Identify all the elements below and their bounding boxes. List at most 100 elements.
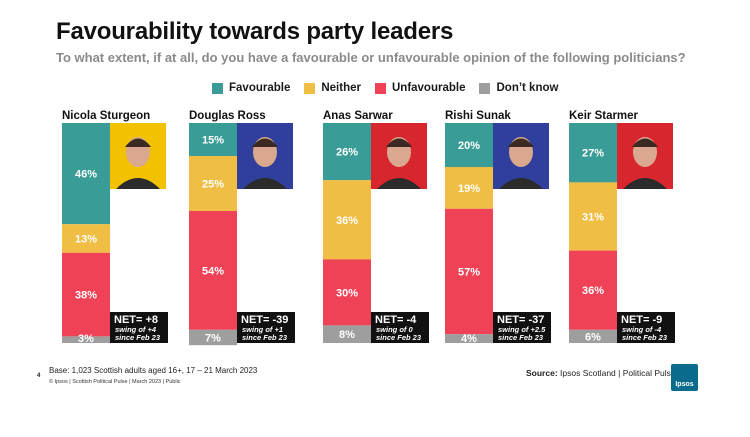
net-swing-keir-starmer: swing of -4 [622,325,662,334]
bar-nicola-sturgeon-neither [62,224,110,253]
portrait-keir-starmer [617,123,673,189]
net-swing-nicola-sturgeon: swing of +4 [115,325,157,334]
net-swing-douglas-ross: swing of +1 [242,325,283,334]
chart-legend: Favourable Neither Unfavourable Don’t kn… [212,80,572,96]
leader-name-nicola-sturgeon: Nicola Sturgeon [62,110,150,122]
value-label-anas-sarwar-favourable: 26% [336,147,358,159]
portrait-shoulders-anas-sarwar [377,178,421,189]
bar-rishi-sunak-neither [445,167,493,209]
portrait-hair-rishi-sunak [508,138,534,147]
portrait-hair-anas-sarwar [386,138,412,147]
copyright-note: © Ipsos | Scottish Political Pulse | Mar… [49,379,181,385]
value-label-anas-sarwar-don-t-know: 8% [339,329,355,341]
value-label-keir-starmer-unfavourable: 36% [582,285,604,297]
net-since-douglas-ross: since Feb 23 [242,333,288,342]
value-label-rishi-sunak-favourable: 20% [458,140,480,152]
net-value-douglas-ross: NET= -39 [241,314,288,326]
bar-douglas-ross-favourable [189,123,237,156]
portrait-shoulders-douglas-ross [243,178,287,189]
net-box-rishi-sunak [493,312,551,343]
net-box-douglas-ross [237,312,295,343]
legend-item-neither: Neither [304,82,361,94]
value-label-douglas-ross-favourable: 15% [202,135,224,147]
chart-title: Favourability towards party leaders [56,18,454,45]
bar-keir-starmer-neither [569,182,617,251]
bar-keir-starmer-don-t-know [569,329,617,343]
value-label-anas-sarwar-unfavourable: 30% [336,287,358,299]
value-label-nicola-sturgeon-don-t-know: 3% [78,333,94,345]
bar-keir-starmer-unfavourable [569,250,617,330]
leader-name-douglas-ross: Douglas Ross [189,110,266,122]
value-label-nicola-sturgeon-favourable: 46% [75,169,97,181]
source-note: Source: Ipsos Scotland | Political Pulse [526,368,676,378]
legend-swatch-neither [304,82,316,94]
chart-subtitle: To what extent, if at all, do you have a… [56,50,686,65]
bar-douglas-ross-unfavourable [189,211,237,330]
legend-swatch-dont-know [479,82,491,94]
bar-douglas-ross-neither [189,156,237,211]
legend-label-neither: Neither [321,82,361,94]
source-text: Ipsos Scotland | Political Pulse [557,368,676,378]
bar-nicola-sturgeon-favourable [62,123,110,225]
legend-label-unfavourable: Unfavourable [391,82,466,94]
bar-rishi-sunak-favourable [445,123,493,167]
net-box-keir-starmer [617,312,675,343]
portrait-douglas-ross [237,123,293,189]
bar-anas-sarwar-unfavourable [323,259,371,326]
value-label-rishi-sunak-neither: 19% [458,183,480,195]
portrait-hair-keir-starmer [632,138,658,147]
portrait-nicola-sturgeon [110,123,166,189]
ipsos-logo: Ipsos [671,364,698,391]
value-label-douglas-ross-don-t-know: 7% [205,333,221,345]
value-label-anas-sarwar-neither: 36% [336,215,358,227]
value-label-keir-starmer-don-t-know: 6% [585,331,601,343]
net-value-rishi-sunak: NET= -37 [497,314,544,326]
portrait-hair-nicola-sturgeon [125,138,151,147]
net-value-keir-starmer: NET= -9 [621,314,662,326]
leader-name-anas-sarwar: Anas Sarwar [323,110,393,122]
value-label-rishi-sunak-don-t-know: 4% [461,333,477,345]
bar-rishi-sunak-unfavourable [445,208,493,335]
base-note: Base: 1,023 Scottish adults aged 16+, 17… [49,366,258,375]
net-value-nicola-sturgeon: NET= +8 [114,314,158,326]
value-label-nicola-sturgeon-neither: 13% [75,234,97,246]
value-label-rishi-sunak-unfavourable: 57% [458,267,480,279]
value-label-nicola-sturgeon-unfavourable: 38% [75,290,97,302]
leader-name-rishi-sunak: Rishi Sunak [445,110,511,122]
bar-anas-sarwar-don-t-know [323,325,371,343]
legend-item-favourable: Favourable [212,82,290,94]
portrait-rishi-sunak [493,123,549,189]
bar-anas-sarwar-favourable [323,123,371,181]
bar-nicola-sturgeon-don-t-know [62,336,110,343]
portrait-shoulders-rishi-sunak [499,178,543,189]
portrait-shoulders-keir-starmer [623,178,667,189]
legend-swatch-favourable [212,82,223,94]
bar-nicola-sturgeon-unfavourable [62,252,110,337]
leader-name-keir-starmer: Keir Starmer [569,110,639,122]
value-label-keir-starmer-neither: 31% [582,212,604,224]
net-since-nicola-sturgeon: since Feb 23 [115,333,161,342]
bar-anas-sarwar-neither [323,180,371,260]
legend-label-dont-know: Don’t know [496,82,559,94]
portrait-shoulders-nicola-sturgeon [116,178,160,189]
portrait-anas-sarwar [371,123,427,189]
net-since-anas-sarwar: since Feb 23 [376,333,422,342]
net-box-nicola-sturgeon [110,312,168,343]
legend-swatch-unfavourable [374,82,386,94]
net-swing-anas-sarwar: swing of 0 [376,325,413,334]
legend-item-unfavourable: Unfavourable [374,82,466,94]
page-number: 4 [37,373,41,379]
value-label-keir-starmer-favourable: 27% [582,148,604,160]
net-value-anas-sarwar: NET= -4 [375,314,417,326]
net-swing-rishi-sunak: swing of +2.5 [498,325,546,334]
bar-rishi-sunak-don-t-know [445,334,493,343]
bar-keir-starmer-favourable [569,123,617,183]
net-since-keir-starmer: since Feb 23 [622,333,668,342]
value-label-douglas-ross-neither: 25% [202,179,224,191]
net-since-rishi-sunak: since Feb 23 [498,333,544,342]
source-label: Source: [526,368,558,378]
legend-item-dont-know: Don’t know [479,82,558,94]
legend-label-favourable: Favourable [229,82,291,94]
value-label-douglas-ross-unfavourable: 54% [202,265,224,277]
